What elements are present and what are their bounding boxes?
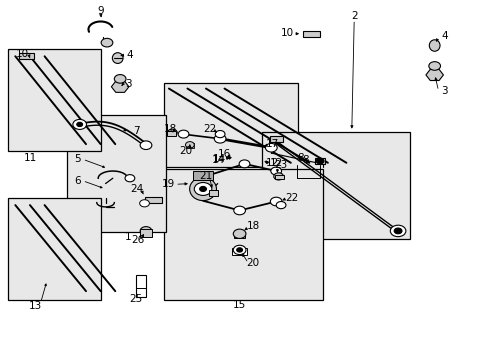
Circle shape	[140, 226, 152, 235]
Text: 25: 25	[129, 294, 142, 304]
Text: 20: 20	[246, 258, 259, 268]
Bar	[270, 136, 282, 142]
Text: 24: 24	[130, 184, 143, 194]
Bar	[163, 169, 322, 300]
Circle shape	[215, 131, 224, 138]
Text: 14: 14	[212, 154, 225, 165]
Polygon shape	[111, 81, 129, 93]
Circle shape	[236, 248, 242, 252]
Circle shape	[101, 39, 113, 47]
Circle shape	[77, 122, 82, 127]
Circle shape	[73, 120, 86, 130]
Bar	[163, 83, 298, 167]
Text: 9: 9	[97, 6, 104, 16]
Circle shape	[114, 75, 126, 83]
Text: 20: 20	[179, 145, 192, 156]
Circle shape	[316, 158, 324, 164]
Text: 3: 3	[125, 79, 131, 89]
Circle shape	[199, 186, 206, 192]
Text: 12: 12	[269, 158, 282, 168]
Bar	[144, 197, 161, 203]
Ellipse shape	[189, 177, 216, 201]
Text: 3: 3	[440, 86, 447, 96]
Text: 15: 15	[232, 300, 246, 310]
Circle shape	[265, 143, 277, 152]
Text: 12: 12	[265, 158, 279, 168]
Circle shape	[389, 225, 405, 237]
Bar	[233, 232, 245, 238]
Polygon shape	[425, 69, 443, 81]
Text: 11: 11	[24, 153, 38, 163]
Circle shape	[239, 160, 249, 168]
Text: 4: 4	[126, 50, 133, 60]
Text: 2: 2	[350, 11, 357, 21]
Bar	[167, 131, 176, 135]
Circle shape	[276, 202, 285, 209]
Circle shape	[233, 229, 245, 238]
Circle shape	[178, 130, 188, 138]
Bar	[274, 175, 283, 179]
Text: 8: 8	[302, 155, 308, 165]
Text: 17: 17	[265, 139, 279, 149]
Bar	[232, 248, 246, 255]
Bar	[315, 158, 325, 164]
Text: 10: 10	[280, 28, 293, 38]
Text: 23: 23	[274, 160, 287, 170]
Circle shape	[125, 175, 135, 182]
Text: 16: 16	[217, 149, 230, 159]
Bar	[136, 275, 146, 297]
Bar	[303, 31, 320, 37]
Circle shape	[270, 167, 281, 175]
Ellipse shape	[428, 40, 439, 51]
Text: 6: 6	[74, 176, 81, 186]
Text: 13: 13	[29, 301, 42, 311]
Text: 22: 22	[285, 193, 298, 203]
Circle shape	[233, 245, 245, 255]
Circle shape	[273, 173, 283, 180]
Text: 14: 14	[212, 154, 225, 164]
Text: 22: 22	[203, 124, 216, 134]
Bar	[185, 143, 193, 148]
Circle shape	[194, 183, 211, 195]
Bar	[261, 132, 409, 239]
Text: 18: 18	[163, 124, 177, 134]
Ellipse shape	[112, 53, 123, 63]
Circle shape	[214, 134, 225, 143]
Text: 7: 7	[133, 126, 139, 135]
Bar	[8, 49, 101, 151]
Bar	[193, 171, 212, 180]
Circle shape	[167, 129, 177, 136]
Circle shape	[140, 141, 152, 149]
Text: 19: 19	[162, 179, 175, 189]
Text: 1: 1	[125, 232, 131, 242]
Circle shape	[393, 228, 401, 234]
Bar	[140, 229, 152, 237]
Text: 21: 21	[199, 171, 212, 181]
Circle shape	[185, 141, 194, 148]
Circle shape	[140, 200, 149, 207]
Bar	[19, 53, 34, 59]
Bar	[8, 198, 101, 300]
Text: 5: 5	[74, 154, 81, 164]
Circle shape	[428, 62, 440, 70]
Text: 18: 18	[246, 221, 259, 231]
Text: 4: 4	[440, 31, 447, 41]
Text: 26: 26	[131, 235, 144, 245]
Bar	[209, 190, 218, 196]
Circle shape	[270, 197, 282, 206]
Bar	[66, 116, 166, 232]
Text: 8: 8	[297, 153, 303, 163]
Circle shape	[233, 206, 245, 215]
Text: 10: 10	[16, 49, 29, 59]
